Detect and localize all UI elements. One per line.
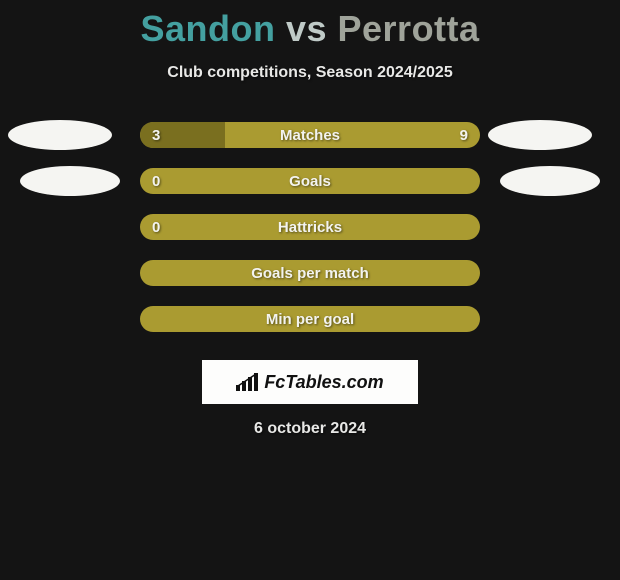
stat-bar: 3Matches9 [140,122,480,148]
left-ellipse [8,120,112,150]
logo-box: FcTables.com [202,360,418,404]
bar-label: Goals [140,173,480,190]
logo: FcTables.com [236,372,383,393]
right-ellipse [500,166,600,196]
stat-bar: Min per goal [140,306,480,332]
bars-icon [236,373,260,391]
subtitle: Club competitions, Season 2024/2025 [0,64,620,82]
title-vs: vs [286,8,327,49]
comparison-row: 0Goals [0,158,620,204]
bar-label: Min per goal [140,311,480,328]
page-title: Sandon vs Perrotta [0,0,620,50]
comparison-rows: 3Matches9 0Goals 0Hattricks Goals per match… [0,112,620,342]
stat-bar: 0Hattricks [140,214,480,240]
logo-text: FcTables.com [264,372,383,393]
right-ellipse [488,120,592,150]
comparison-row: 0Hattricks [0,204,620,250]
bar-value-right: 9 [460,127,468,144]
stat-bar: 0Goals [140,168,480,194]
bar-label: Matches [140,127,480,144]
bar-label: Hattricks [140,219,480,236]
title-player2: Perrotta [338,8,480,49]
bar-label: Goals per match [140,265,480,282]
comparison-row: 3Matches9 [0,112,620,158]
footer-date: 6 october 2024 [0,420,620,438]
stat-bar: Goals per match [140,260,480,286]
comparison-row: Goals per match [0,250,620,296]
left-ellipse [20,166,120,196]
title-player1: Sandon [140,8,275,49]
comparison-row: Min per goal [0,296,620,342]
